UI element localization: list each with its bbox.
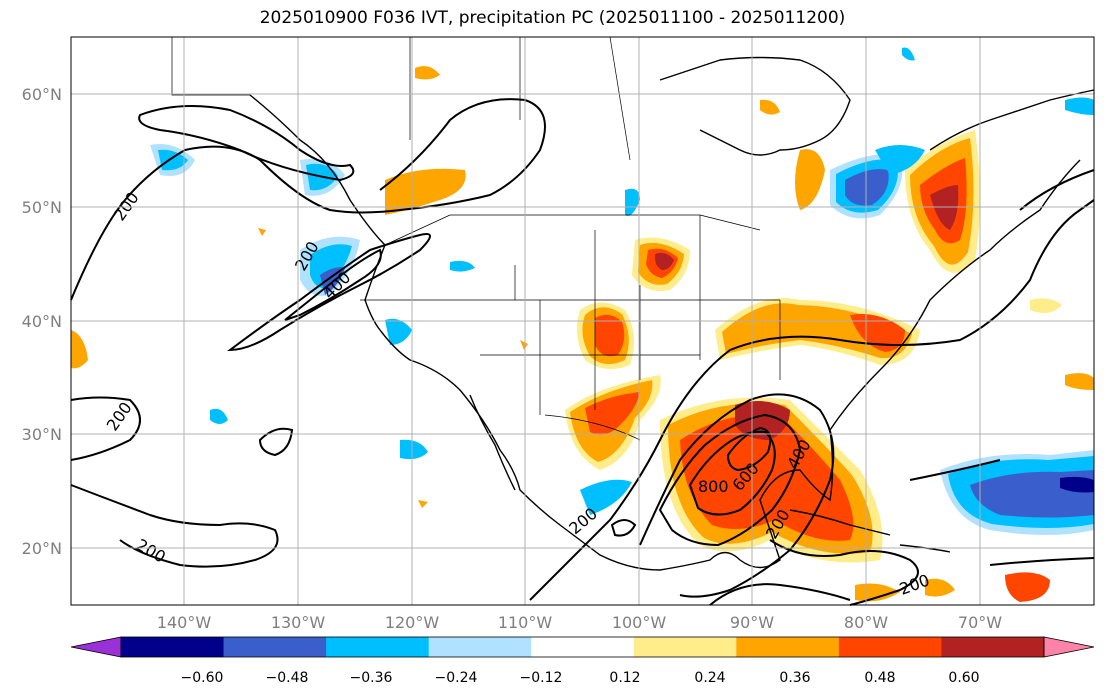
lat-label: 20°N xyxy=(22,539,62,558)
lon-label: 80°W xyxy=(844,613,888,632)
lon-label: 140°W xyxy=(157,613,212,632)
colorbar-outline xyxy=(120,636,1045,658)
colorbar xyxy=(70,636,1095,658)
colorbar-tick-label: 0.24 xyxy=(694,670,725,686)
colorbar-tick-label: −0.36 xyxy=(350,670,393,686)
colorbar-tick-label: 0.48 xyxy=(864,670,895,686)
lon-label: 120°W xyxy=(385,613,440,632)
colorbar-segment xyxy=(326,637,430,657)
colorbar-tick-label: 0.12 xyxy=(609,670,640,686)
colorbar-segment xyxy=(531,637,635,657)
ivt-contours xyxy=(70,98,1095,606)
colorbar-tick-label: −0.12 xyxy=(520,670,563,686)
lat-label: 30°N xyxy=(22,425,62,444)
colorbar-segment xyxy=(223,637,327,657)
colorbar-tick-label: −0.24 xyxy=(435,670,478,686)
colorbar-segment xyxy=(941,637,1045,657)
lat-label: 60°N xyxy=(22,85,62,104)
lon-label: 90°W xyxy=(730,613,774,632)
contour-label: 800 xyxy=(698,477,729,496)
colorbar-segment xyxy=(121,637,225,657)
colorbar-segment xyxy=(428,637,532,657)
colorbar-segment xyxy=(736,637,840,657)
longitude-labels: 140°W 130°W 120°W 110°W 100°W 90°W 80°W … xyxy=(157,613,1002,632)
colorbar-tick-label: 0.60 xyxy=(948,670,979,686)
state-borders xyxy=(171,36,781,441)
gridlines xyxy=(71,37,1094,605)
contour-labels: 200 200 400 200 200 800 600 400 200 200 … xyxy=(103,188,932,598)
colorbar-segment xyxy=(838,637,942,657)
colorbar-tick-label: −0.60 xyxy=(181,670,224,686)
colorbar-extend-max xyxy=(1043,636,1095,658)
precip-shading xyxy=(71,47,1094,602)
lon-label: 100°W xyxy=(612,613,667,632)
lon-label: 110°W xyxy=(498,613,553,632)
colorbar-tick-label: −0.48 xyxy=(266,670,309,686)
colorbar-segment xyxy=(633,637,737,657)
lon-label: 130°W xyxy=(271,613,326,632)
map-border xyxy=(70,36,1095,606)
latitude-labels: 60°N 50°N 40°N 30°N 20°N xyxy=(22,85,62,558)
lat-label: 50°N xyxy=(22,198,62,217)
colorbar-tick-labels: −0.60 −0.48 −0.36 −0.24 −0.12 0.12 0.24 … xyxy=(181,670,980,686)
lon-label: 70°W xyxy=(958,613,1002,632)
colorbar-extend-min xyxy=(70,636,122,658)
lat-label: 40°N xyxy=(22,312,62,331)
colorbar-tick-label: 0.36 xyxy=(779,670,810,686)
figure-title: 2025010900 F036 IVT, precipitation PC (2… xyxy=(259,8,846,28)
